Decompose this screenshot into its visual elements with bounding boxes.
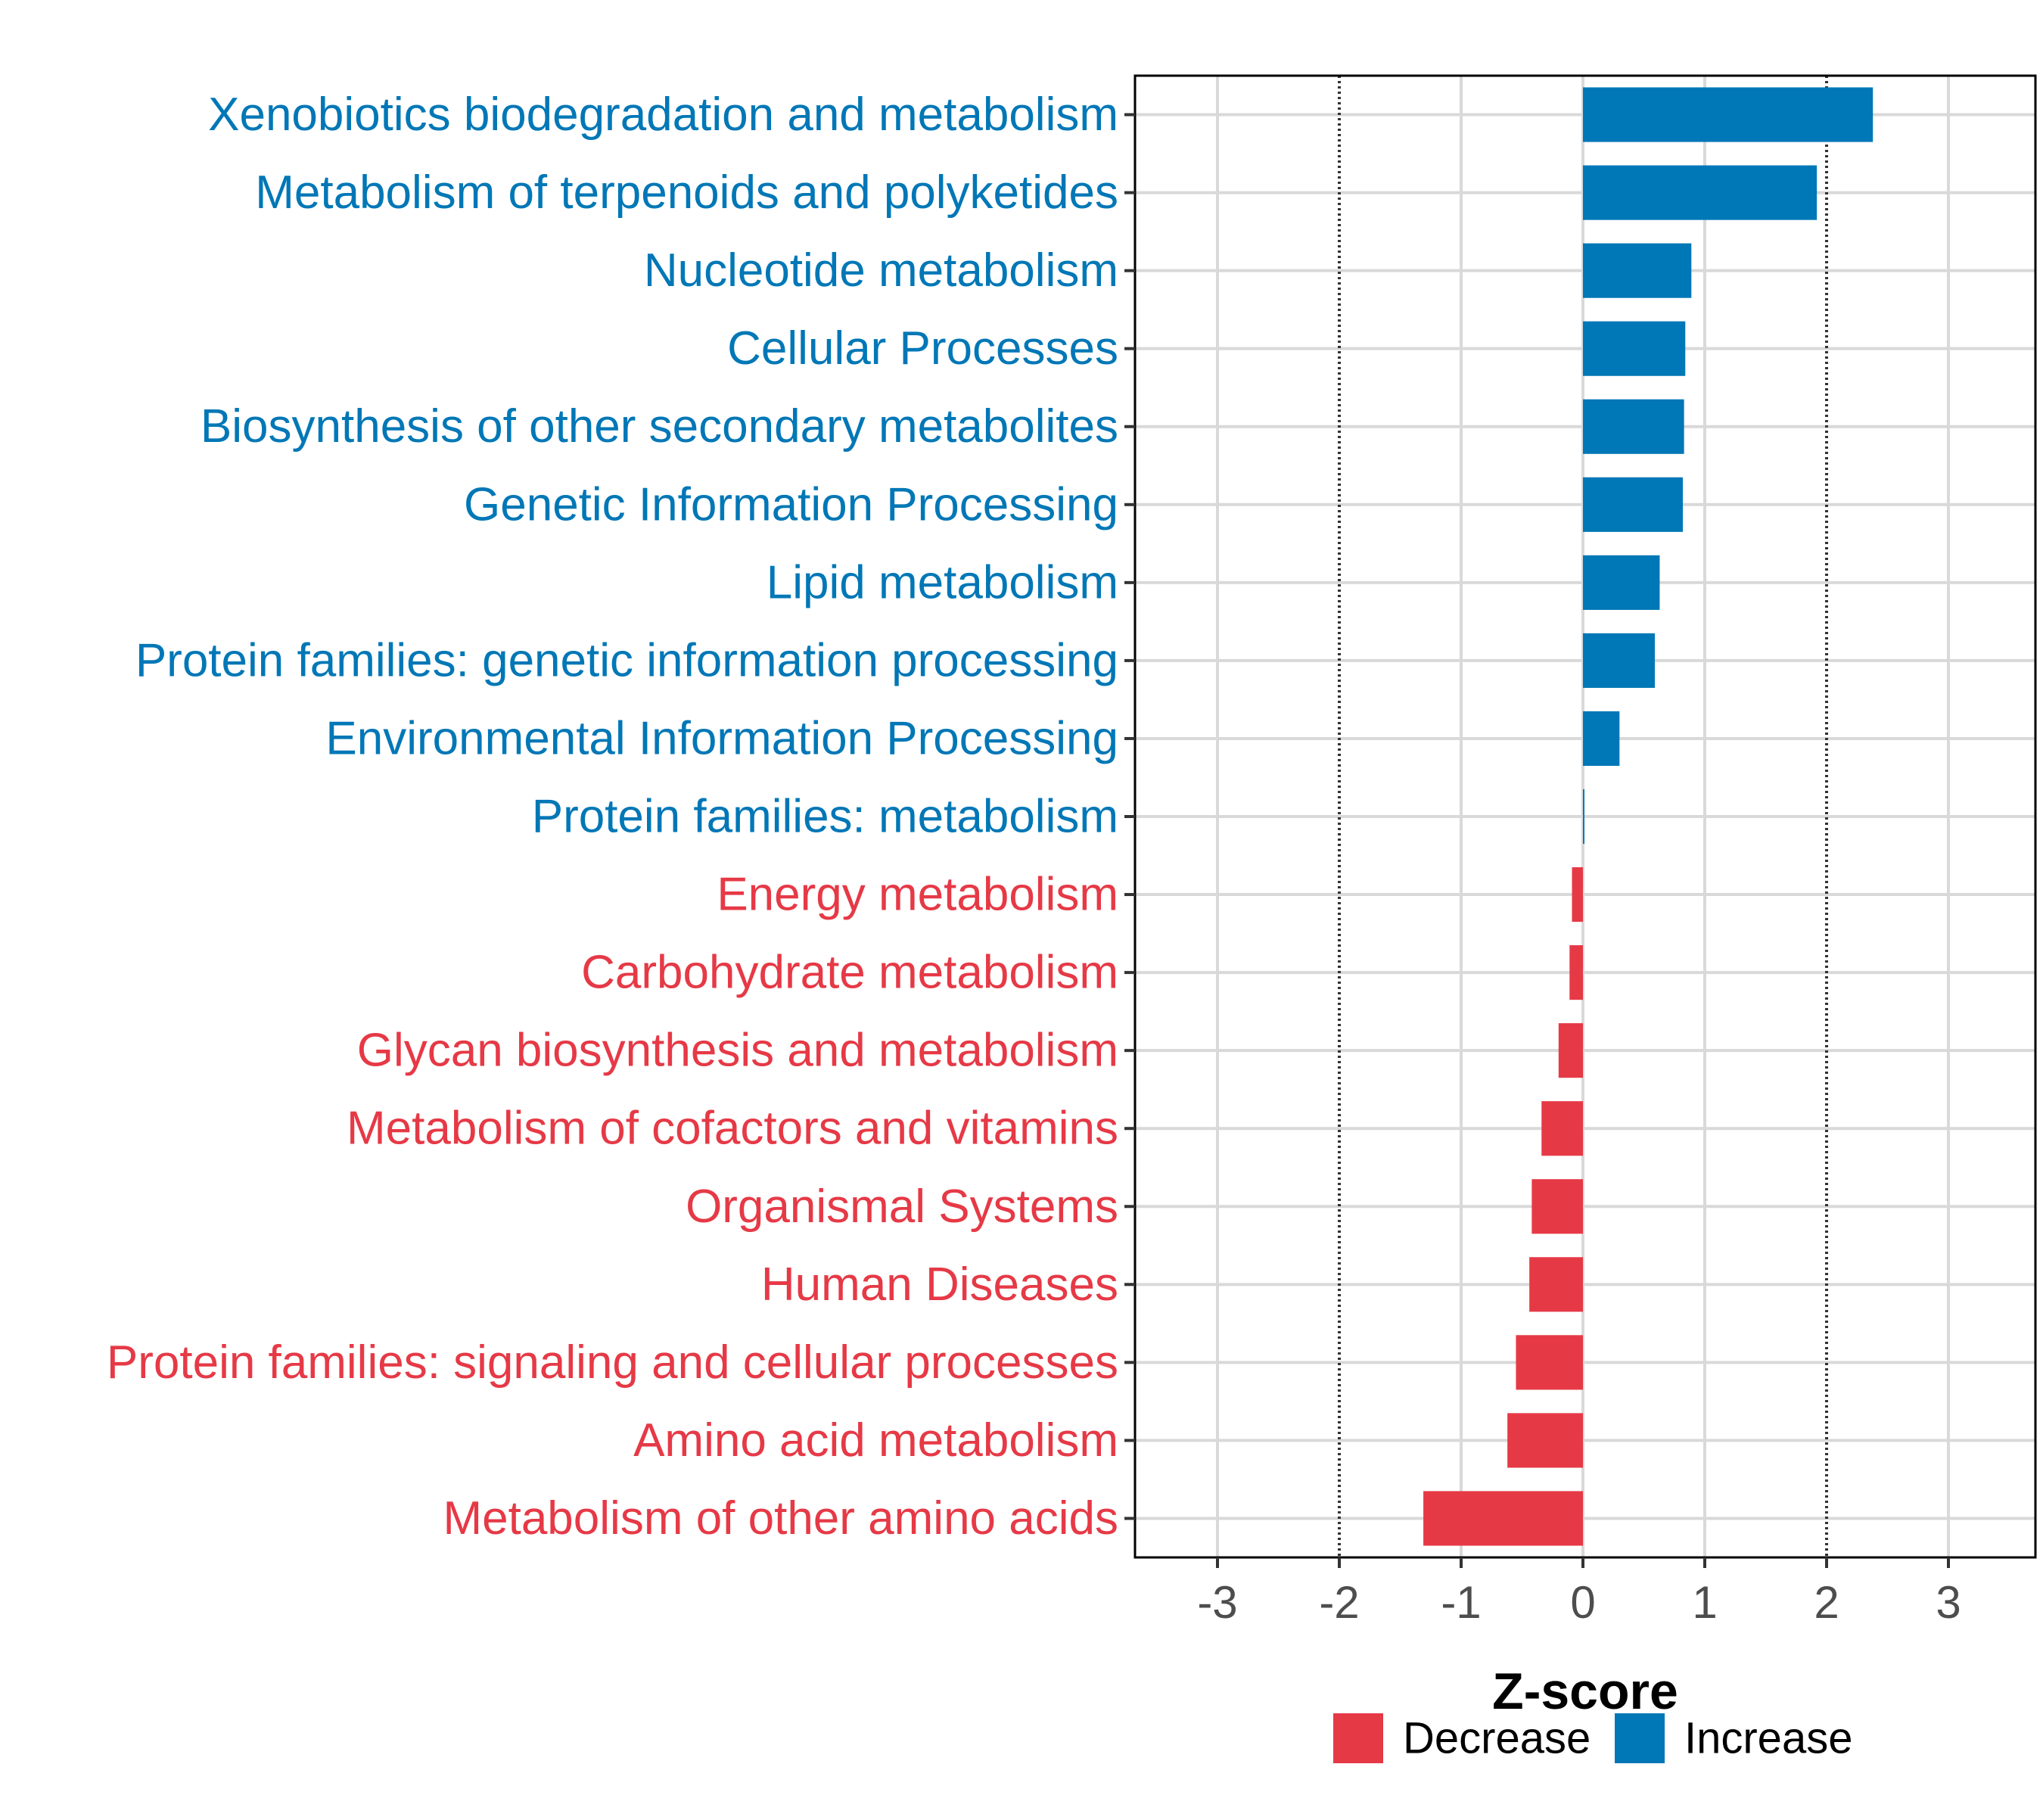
x-tick-label: 0 <box>1570 1577 1595 1628</box>
bar <box>1541 1101 1583 1156</box>
y-tick-label: Metabolism of other amino acids <box>443 1492 1118 1545</box>
x-tick-label: 2 <box>1814 1577 1839 1628</box>
legend-label-increase: Increase <box>1684 1714 1852 1763</box>
y-tick-label: Metabolism of terpenoids and polyketides <box>255 166 1118 219</box>
bar <box>1583 87 1874 142</box>
bar <box>1583 633 1655 688</box>
y-tick-label: Protein families: genetic information pr… <box>135 634 1118 686</box>
y-tick-label: Environmental Information Processing <box>325 712 1118 764</box>
y-tick-label: Cellular Processes <box>727 322 1118 375</box>
y-tick-label: Biosynthesis of other secondary metaboli… <box>201 400 1118 453</box>
bar <box>1583 243 1692 298</box>
y-tick-label: Human Diseases <box>761 1258 1118 1311</box>
bar <box>1583 399 1684 454</box>
bar <box>1583 789 1584 845</box>
bars <box>1423 87 1874 1546</box>
bar <box>1423 1491 1583 1546</box>
y-tick-label: Energy metabolism <box>717 869 1118 921</box>
y-tick-label: Metabolism of cofactors and vitamins <box>347 1103 1118 1155</box>
bar <box>1529 1257 1583 1312</box>
y-tick-label: Organismal Systems <box>686 1181 1118 1233</box>
bar <box>1583 711 1620 767</box>
legend-key-increase <box>1615 1713 1665 1763</box>
y-axis-ticks <box>1124 113 1135 1520</box>
x-tick-label: 1 <box>1692 1577 1717 1628</box>
bar <box>1583 165 1818 220</box>
bar <box>1583 477 1684 532</box>
y-axis-labels: Xenobiotics biodegradation and metabolis… <box>107 89 1118 1545</box>
bar <box>1507 1413 1583 1468</box>
x-tick-label: -1 <box>1441 1577 1481 1628</box>
bar <box>1531 1179 1583 1234</box>
y-tick-label: Xenobiotics biodegradation and metabolis… <box>208 89 1118 141</box>
legend-label-decrease: Decrease <box>1403 1714 1591 1763</box>
y-tick-label: Carbohydrate metabolism <box>581 947 1118 999</box>
bar <box>1516 1335 1583 1390</box>
y-tick-label: Glycan biosynthesis and metabolism <box>357 1025 1118 1077</box>
y-tick-label: Nucleotide metabolism <box>644 244 1118 297</box>
bar <box>1558 1023 1583 1078</box>
bar <box>1583 555 1660 610</box>
x-tick-label: -3 <box>1197 1577 1237 1628</box>
bar <box>1569 945 1583 1000</box>
reference-lines <box>1338 76 1828 1557</box>
x-tick-label: 3 <box>1936 1577 1961 1628</box>
y-tick-label: Amino acid metabolism <box>633 1414 1118 1467</box>
y-tick-label: Protein families: signaling and cellular… <box>107 1336 1118 1389</box>
legend: Decrease Increase <box>1333 1713 1852 1763</box>
y-tick-label: Protein families: metabolism <box>532 791 1118 843</box>
bar <box>1583 321 1686 376</box>
y-tick-label: Lipid metabolism <box>767 556 1118 608</box>
x-axis-title: Z-score <box>1492 1663 1678 1720</box>
x-tick-label: -2 <box>1319 1577 1359 1628</box>
x-axis-ticks: -3 -2 -1 0 1 2 3 <box>1197 1557 1961 1628</box>
y-tick-label: Genetic Information Processing <box>464 478 1118 530</box>
legend-key-decrease <box>1333 1713 1383 1763</box>
bar <box>1572 866 1583 922</box>
